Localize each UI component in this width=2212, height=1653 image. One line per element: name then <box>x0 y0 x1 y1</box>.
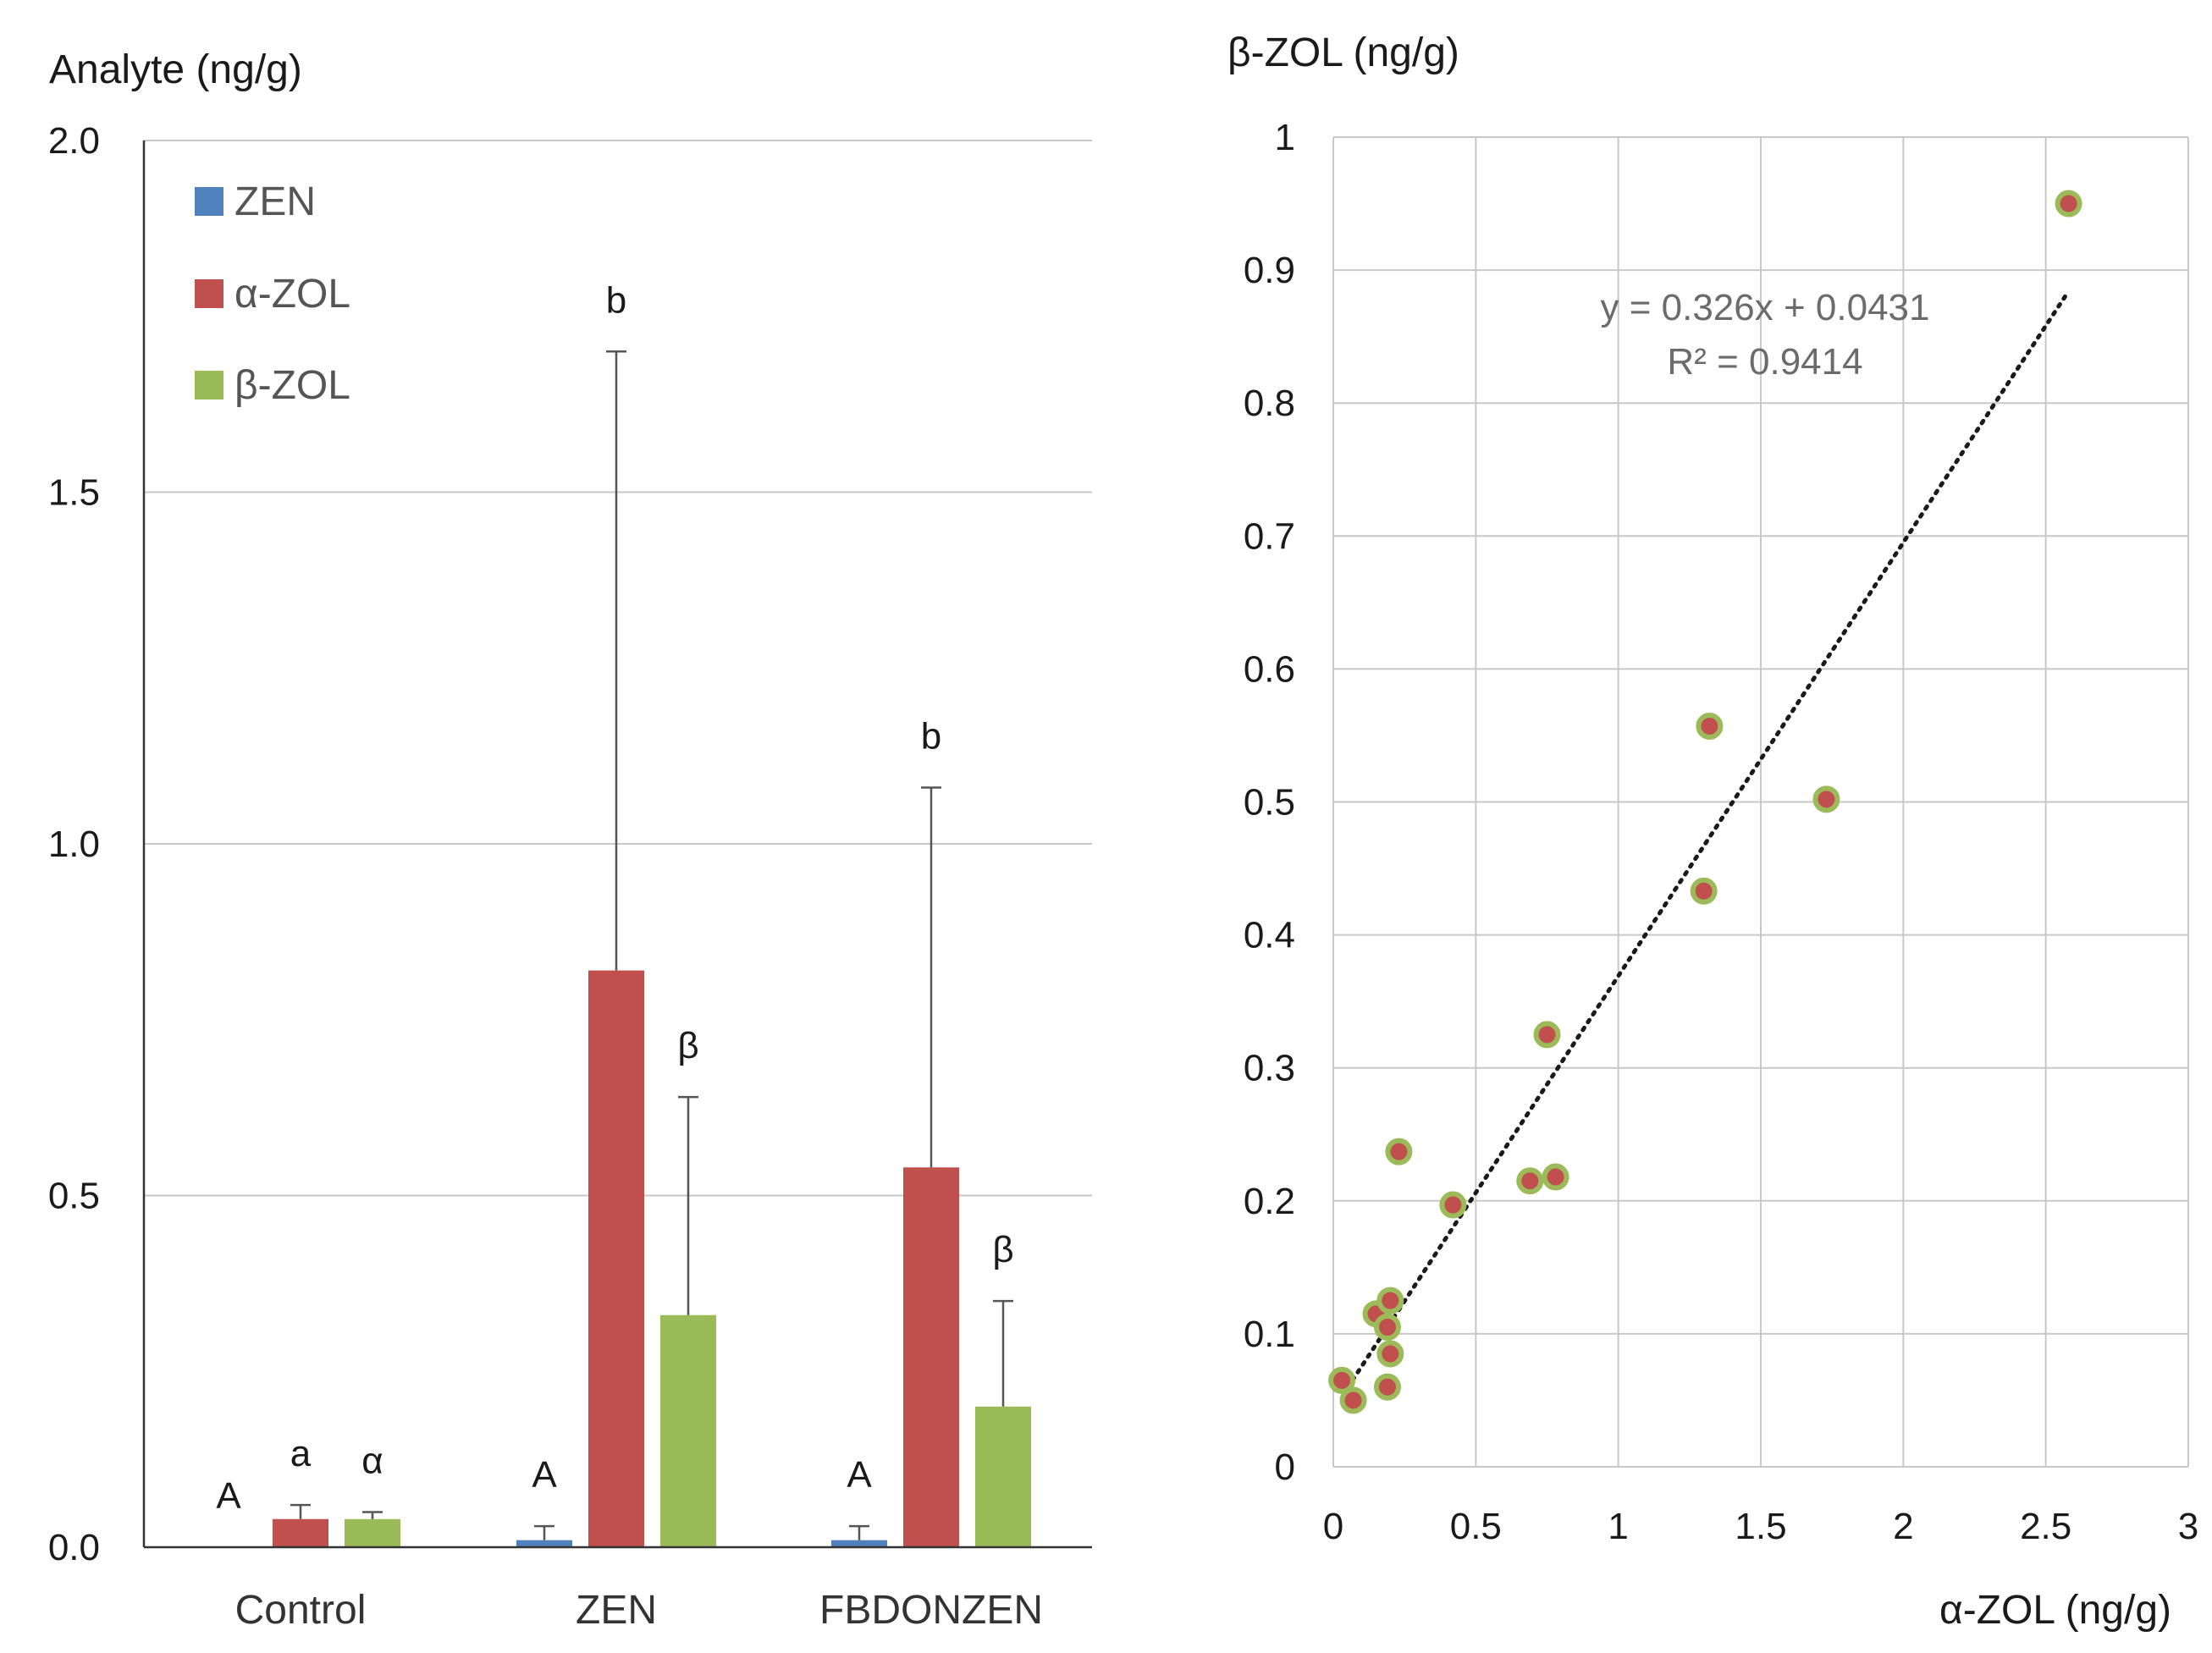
significance-letter-control-zen: A <box>216 1475 241 1517</box>
scatter-point <box>1376 1287 1404 1314</box>
bar-control-beta-zol <box>345 1518 400 1547</box>
significance-letter-fbdonzen-beta-zol: β <box>992 1229 1013 1270</box>
scatter-y-tick-label: 0.5 <box>1244 782 1295 824</box>
scatter-y-tick-label: 0 <box>1275 1446 1295 1488</box>
bar-error-bars <box>290 350 1013 1540</box>
scatter-point <box>1542 1163 1569 1191</box>
scatter-trendline <box>1345 289 2071 1391</box>
bar-y-tick-label: 1.0 <box>48 824 100 865</box>
scatter-x-tick-label: 0 <box>1323 1506 1343 1547</box>
bar-category-label: ZEN <box>576 1588 657 1633</box>
scatter-y-tick-label: 0.7 <box>1244 515 1295 557</box>
scatter-x-tick-label: 2 <box>1893 1506 1913 1547</box>
scatter-point <box>1385 1138 1413 1165</box>
trendline-r-squared: R² = 0.9414 <box>1667 341 1862 383</box>
scatter-chart: β-ZOL (ng/g) 0 0.1 0.2 0.3 0.4 0.5 0.6 0.7 0.8 0.… <box>1227 30 2198 1633</box>
scatter-x-axis-title: α-ZOL (ng/g) <box>1939 1588 2171 1633</box>
bar-zen-beta-zol <box>660 1314 716 1547</box>
scatter-x-tick-label: 1.5 <box>1735 1506 1786 1547</box>
bar-y-tick-label: 1.5 <box>48 472 100 514</box>
significance-letter-fbdonzen-alpha-zol: b <box>921 716 941 758</box>
scatter-y-tick-label: 0.2 <box>1244 1181 1295 1222</box>
scatter-y-tick-label: 0.8 <box>1244 383 1295 424</box>
scatter-point <box>2055 190 2082 218</box>
scatter-point <box>1373 1373 1401 1401</box>
scatter-point <box>1376 1340 1404 1368</box>
scatter-y-tick-label: 0.3 <box>1244 1048 1295 1089</box>
scatter-y-tick-label: 0.6 <box>1244 648 1295 690</box>
bar-legend: ZEN α-ZOL β-ZOL <box>195 179 350 408</box>
bar-y-tick-labels: 0.0 0.5 1.0 1.5 2.0 <box>48 120 100 1568</box>
legend-label-zen: ZEN <box>234 179 316 224</box>
legend-swatch-alpha-zol <box>195 279 223 308</box>
bar-chart: Analyte (ng/g) 0.0 0.5 1.0 1.5 2.0 Aa α Ab β Ab β… <box>48 47 1092 1633</box>
bar-category-label: FBDONZEN <box>819 1588 1043 1633</box>
scatter-point <box>1812 785 1840 813</box>
bar-y-axis-title: Analyte (ng/g) <box>49 47 302 92</box>
scatter-x-tick-labels: 0 0.5 1 1.5 2 2.5 3 <box>1323 1506 2198 1547</box>
bar-zen-zen <box>516 1540 572 1547</box>
scatter-y-tick-labels: 0 0.1 0.2 0.3 0.4 0.5 0.6 0.7 0.8 0.9 1 <box>1244 117 1295 1488</box>
bar-significance-letters: Aa α Ab β Ab β <box>216 279 1013 1517</box>
scatter-point <box>1696 712 1724 740</box>
bar-y-tick-label: 0.0 <box>48 1527 100 1568</box>
scatter-point <box>1339 1386 1367 1414</box>
bar-category-label: Control <box>235 1588 367 1633</box>
significance-letter-fbdonzen-zen: A <box>847 1454 872 1496</box>
scatter-y-tick-label: 0.4 <box>1244 915 1295 956</box>
scatter-y-tick-label: 0.1 <box>1244 1314 1295 1355</box>
significance-letter-control-alpha-zol: a <box>290 1433 312 1474</box>
legend-label-alpha-zol: α-ZOL <box>234 272 350 317</box>
significance-letter-control-beta-zol: α <box>361 1440 383 1481</box>
legend-swatch-zen <box>195 187 223 216</box>
bar-control-alpha-zol <box>273 1518 328 1547</box>
bar-category-labels: Control ZEN FBDONZEN <box>235 1588 1043 1633</box>
scatter-x-tick-label: 0.5 <box>1450 1506 1502 1547</box>
scatter-point <box>1373 1314 1401 1342</box>
scatter-y-axis-title: β-ZOL (ng/g) <box>1227 30 1459 75</box>
scatter-gridlines <box>1332 136 2189 1468</box>
scatter-point <box>1439 1191 1467 1219</box>
significance-letter-zen-alpha-zol: b <box>606 279 626 321</box>
bar-zen-alpha-zol <box>588 970 644 1547</box>
scatter-point <box>1328 1366 1356 1394</box>
bar-marks <box>273 970 1031 1547</box>
scatter-y-tick-label: 1 <box>1275 117 1295 158</box>
legend-label-beta-zol: β-ZOL <box>234 363 350 408</box>
scatter-y-tick-label: 0.9 <box>1244 250 1295 291</box>
significance-letter-zen-zen: A <box>532 1454 557 1496</box>
trendline-equation: y = 0.326x + 0.0431 <box>1601 287 1930 328</box>
scatter-point <box>1533 1021 1561 1049</box>
scatter-point <box>1516 1167 1544 1195</box>
legend-swatch-beta-zol <box>195 371 223 399</box>
scatter-x-tick-label: 1 <box>1608 1506 1628 1547</box>
scatter-x-tick-label: 3 <box>2178 1506 2198 1547</box>
scatter-point <box>1690 877 1718 905</box>
scatter-points <box>1328 190 2082 1414</box>
bar-fbdonzen-zen <box>831 1540 887 1547</box>
bar-y-tick-label: 2.0 <box>48 120 100 162</box>
bar-fbdonzen-alpha-zol <box>903 1167 959 1547</box>
significance-letter-zen-beta-zol: β <box>677 1025 698 1066</box>
bar-fbdonzen-beta-zol <box>975 1406 1031 1547</box>
bar-y-tick-label: 0.5 <box>48 1176 100 1217</box>
scatter-x-tick-label: 2.5 <box>2020 1506 2071 1547</box>
